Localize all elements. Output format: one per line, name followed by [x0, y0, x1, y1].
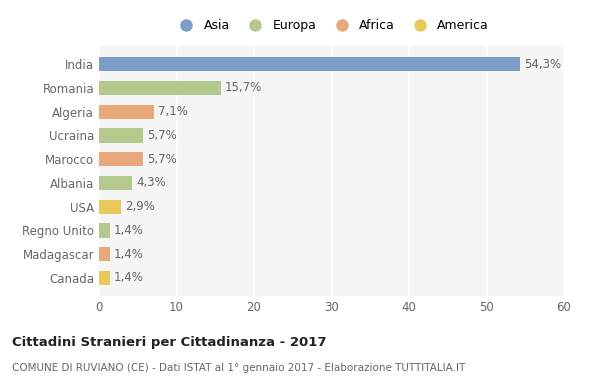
Bar — [99, 200, 121, 214]
Bar — [99, 105, 154, 119]
Bar — [99, 271, 110, 285]
Text: 54,3%: 54,3% — [524, 58, 561, 71]
Text: 1,4%: 1,4% — [114, 271, 143, 284]
Text: COMUNE DI RUVIANO (CE) - Dati ISTAT al 1° gennaio 2017 - Elaborazione TUTTITALIA: COMUNE DI RUVIANO (CE) - Dati ISTAT al 1… — [12, 363, 465, 373]
Legend: Asia, Europa, Africa, America: Asia, Europa, Africa, America — [169, 14, 494, 37]
Bar — [99, 152, 143, 166]
Text: 1,4%: 1,4% — [114, 248, 143, 261]
Bar — [99, 176, 133, 190]
Bar — [99, 57, 520, 71]
Text: Cittadini Stranieri per Cittadinanza - 2017: Cittadini Stranieri per Cittadinanza - 2… — [12, 336, 326, 349]
Bar — [99, 223, 110, 238]
Bar — [99, 128, 143, 142]
Text: 1,4%: 1,4% — [114, 224, 143, 237]
Text: 5,7%: 5,7% — [147, 153, 177, 166]
Bar — [99, 247, 110, 261]
Text: 5,7%: 5,7% — [147, 129, 177, 142]
Text: 7,1%: 7,1% — [158, 105, 188, 118]
Bar — [99, 81, 221, 95]
Text: 15,7%: 15,7% — [224, 81, 262, 94]
Text: 2,9%: 2,9% — [125, 200, 155, 213]
Text: 4,3%: 4,3% — [136, 176, 166, 189]
